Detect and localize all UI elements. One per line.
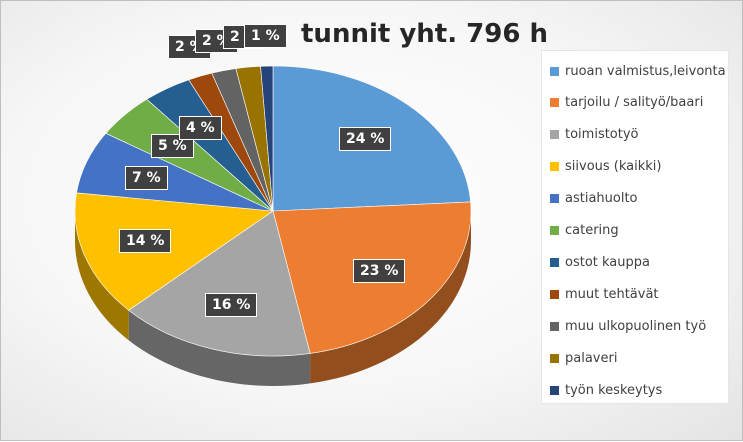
pie-slice-3: [74, 192, 274, 311]
legend-label: muu ulkopuolinen työ: [565, 318, 707, 334]
data-label-5: 5 %: [151, 134, 194, 158]
legend-item-5: catering: [550, 221, 619, 241]
legend-label: siivous (kaikki): [565, 159, 662, 175]
legend-swatch: [550, 353, 559, 363]
legend-swatch: [550, 98, 559, 108]
chart-title: tunnit yht. 796 h: [301, 19, 548, 49]
legend: ruoan valmistus,leivonta tarjoilu / salit…: [541, 50, 729, 404]
legend-item-8: muu ulkopuolinen työ: [550, 316, 706, 336]
data-label-2: 16 %: [205, 293, 258, 317]
legend-item-2: toimistotyö: [550, 125, 639, 145]
data-label-10: 1 %: [244, 24, 287, 48]
legend-label: ostot kauppa: [565, 254, 650, 270]
data-label-1: 23 %: [353, 259, 406, 283]
pie-side-3: [75, 211, 129, 341]
legend-swatch: [550, 226, 559, 235]
pie-side-1: [310, 211, 471, 384]
data-label-0: 24 %: [339, 127, 392, 151]
pie-slice-2: [128, 210, 311, 357]
data-label-4: 7 %: [125, 166, 168, 190]
data-label-6: 4 %: [179, 116, 222, 140]
pie-side-2: [128, 310, 311, 386]
legend-item-9: palaveri: [550, 348, 617, 368]
legend-label: tarjoilu / salityö/baari: [565, 95, 704, 111]
legend-swatch: [550, 321, 559, 331]
legend-item-7: muut tehtävät: [550, 284, 659, 304]
legend-item-0: ruoan valmistus,leivonta: [550, 61, 726, 81]
legend-item-3: siivous (kaikki): [550, 157, 661, 177]
legend-item-1: tarjoilu / salityö/baari: [550, 93, 703, 113]
data-label-3: 14 %: [119, 229, 172, 253]
legend-swatch: [550, 289, 559, 299]
legend-label: toimistotyö: [565, 127, 639, 143]
legend-swatch: [550, 257, 559, 267]
legend-item-6: ostot kauppa: [550, 252, 650, 272]
pie-slice-10: [260, 65, 274, 212]
legend-label: työn keskeytys: [565, 382, 663, 398]
legend-item-10: työn keskeytys: [550, 380, 662, 400]
legend-label: palaveri: [565, 350, 618, 366]
legend-swatch: [550, 194, 559, 204]
legend-swatch: [550, 66, 559, 76]
legend-swatch: [550, 130, 559, 140]
legend-swatch: [550, 385, 559, 395]
legend-item-4: astiahuolto: [550, 189, 638, 209]
legend-label: ruoan valmistus,leivonta: [565, 63, 726, 79]
legend-label: astiahuolto: [565, 191, 638, 207]
legend-swatch: [550, 162, 559, 172]
legend-label: catering: [565, 223, 619, 238]
legend-label: muut tehtävät: [565, 286, 659, 302]
